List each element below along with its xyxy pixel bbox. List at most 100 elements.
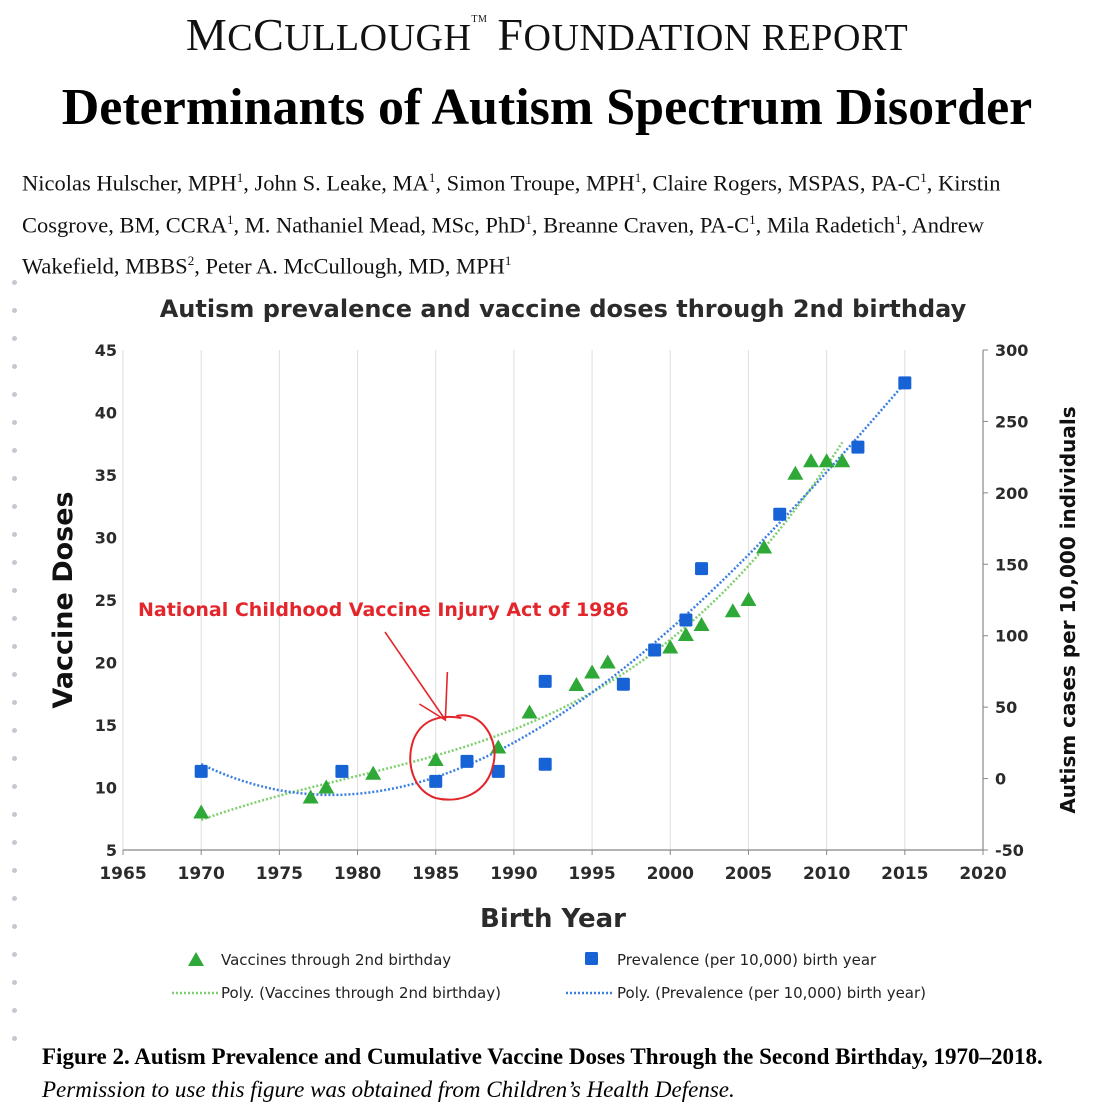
prevalence-point — [491, 764, 505, 778]
margin-dot — [12, 784, 17, 789]
margin-dot — [12, 308, 17, 313]
vaccine-point — [834, 453, 851, 468]
margin-dot — [12, 420, 17, 425]
y-left-tick-label: 15 — [95, 716, 117, 735]
org-title-part: ULLOUGH — [284, 17, 472, 59]
trendline-1 — [200, 382, 906, 797]
x-tick-label: 2005 — [725, 864, 772, 884]
margin-dot — [12, 924, 17, 929]
y-right-tick-label: 50 — [995, 698, 1017, 717]
margin-dot — [12, 980, 17, 985]
vaccine-point — [787, 465, 804, 480]
caption-period: . — [1037, 1044, 1043, 1069]
margin-dot — [12, 868, 17, 873]
org-title: MCCULLOUGHTM FOUNDATION REPORT — [0, 8, 1094, 61]
legend-square-icon — [585, 952, 598, 965]
y-left-tick-label: 10 — [95, 779, 117, 798]
author-name: Breanne Craven, PA-C — [543, 212, 750, 237]
annotation-arrow — [384, 631, 447, 721]
author-affiliation: 1 — [428, 170, 436, 185]
margin-dot — [12, 504, 17, 509]
author-affiliation: 1 — [920, 170, 927, 185]
legend-triangle-icon — [188, 952, 204, 966]
margin-dot — [12, 672, 17, 677]
margin-dot — [12, 896, 17, 901]
annotation-arrowhead — [418, 671, 449, 722]
y-left-tick-label: 35 — [95, 466, 117, 485]
x-tick-label: 2020 — [959, 864, 1006, 884]
margin-dot — [12, 728, 17, 733]
x-tick-label: 1980 — [334, 864, 381, 884]
author-affiliation: 1 — [504, 253, 512, 268]
y-right-tick-label: 200 — [995, 484, 1028, 503]
margin-dot — [12, 616, 17, 621]
legend-label: Vaccines through 2nd birthday — [221, 951, 451, 969]
org-title-part: F — [497, 9, 524, 60]
prevalence-point — [773, 507, 787, 521]
author-affiliation: 1 — [525, 211, 532, 227]
prevalence-point — [538, 757, 552, 771]
vaccine-point — [318, 779, 335, 794]
y-left-tick-label: 20 — [95, 654, 117, 673]
author-name: Claire Rogers, MSPAS, PA-C — [652, 170, 921, 196]
margin-dot — [12, 448, 17, 453]
author-affiliation: 1 — [227, 211, 234, 227]
margin-dot — [12, 532, 17, 537]
author-name: Peter A. McCullough, MD, MPH — [205, 253, 505, 279]
margin-dot — [12, 280, 17, 285]
trademark-mark: TM — [471, 14, 488, 25]
prevalence-point — [616, 677, 630, 691]
author-affiliation: 1 — [894, 211, 902, 227]
x-tick-label: 2015 — [881, 864, 928, 884]
margin-dot — [12, 476, 17, 481]
x-tick-label: 1975 — [256, 864, 303, 884]
author-affiliation: 1 — [634, 170, 642, 185]
axes: Autism prevalence and vaccine doses thro… — [48, 295, 1080, 934]
y-left-axis-label: Vaccine Doses — [48, 491, 79, 708]
x-tick-label: 1995 — [568, 864, 615, 884]
margin-dot — [12, 700, 17, 705]
prevalence-point — [898, 376, 912, 390]
prevalence-point — [648, 643, 662, 657]
prevalence-point — [851, 440, 865, 454]
prevalence-point — [429, 774, 443, 788]
margin-dot — [12, 1008, 17, 1013]
legend-label: Poly. (Prevalence (per 10,000) birth yea… — [617, 984, 926, 1002]
chart: Autism prevalence and vaccine doses thro… — [48, 295, 1080, 1002]
vaccine-point — [427, 752, 444, 766]
author-name: M. Nathaniel Mead, MSc, PhD — [244, 212, 526, 237]
y-left-tick-label: 40 — [95, 404, 117, 423]
margin-dot — [12, 560, 17, 565]
margin-dot — [12, 840, 17, 845]
trendlines — [200, 382, 906, 822]
y-right-tick-label: 100 — [995, 627, 1028, 646]
author-affiliation: 1 — [749, 211, 756, 227]
legend-label: Poly. (Vaccines through 2nd birthday) — [221, 984, 501, 1002]
vaccine-point — [302, 789, 319, 804]
chart-title: Autism prevalence and vaccine doses thro… — [160, 295, 967, 323]
x-tick-label: 2000 — [647, 864, 694, 884]
vaccine-point — [803, 453, 819, 468]
margin-dot — [12, 336, 17, 341]
vaccine-point — [693, 617, 710, 631]
vaccine-point — [599, 654, 616, 669]
vaccine-point — [740, 592, 757, 606]
margin-dot — [12, 952, 17, 957]
y-right-axis-label: Autism cases per 10,000 individuals — [1056, 406, 1080, 813]
org-title-part: C — [227, 17, 254, 59]
caption-bold: Figure 2. Autism Prevalence and Cumulati… — [42, 1044, 1038, 1069]
x-tick-label: 1985 — [412, 864, 459, 884]
vaccine-point — [521, 704, 538, 719]
author-name: Andrew Wakefield, MBBS — [22, 212, 984, 279]
caption-italic: Permission to use this figure was obtain… — [42, 1077, 735, 1102]
org-title-part: OUNDATION REPORT — [523, 17, 909, 59]
report-title: Determinants of Autism Spectrum Disorder — [61, 79, 1033, 136]
y-left-tick-label: 30 — [95, 529, 117, 548]
y-left-tick-label: 5 — [106, 841, 117, 860]
annotation-label: National Childhood Vaccine Injury Act of… — [138, 599, 629, 621]
prevalence-point — [538, 674, 552, 688]
y-left-tick-label: 45 — [95, 341, 117, 360]
x-tick-label: 2010 — [803, 864, 850, 884]
author-name: Kirstin Cosgrove, BM, CCRA — [22, 170, 1001, 238]
org-title-part: C — [253, 9, 285, 60]
